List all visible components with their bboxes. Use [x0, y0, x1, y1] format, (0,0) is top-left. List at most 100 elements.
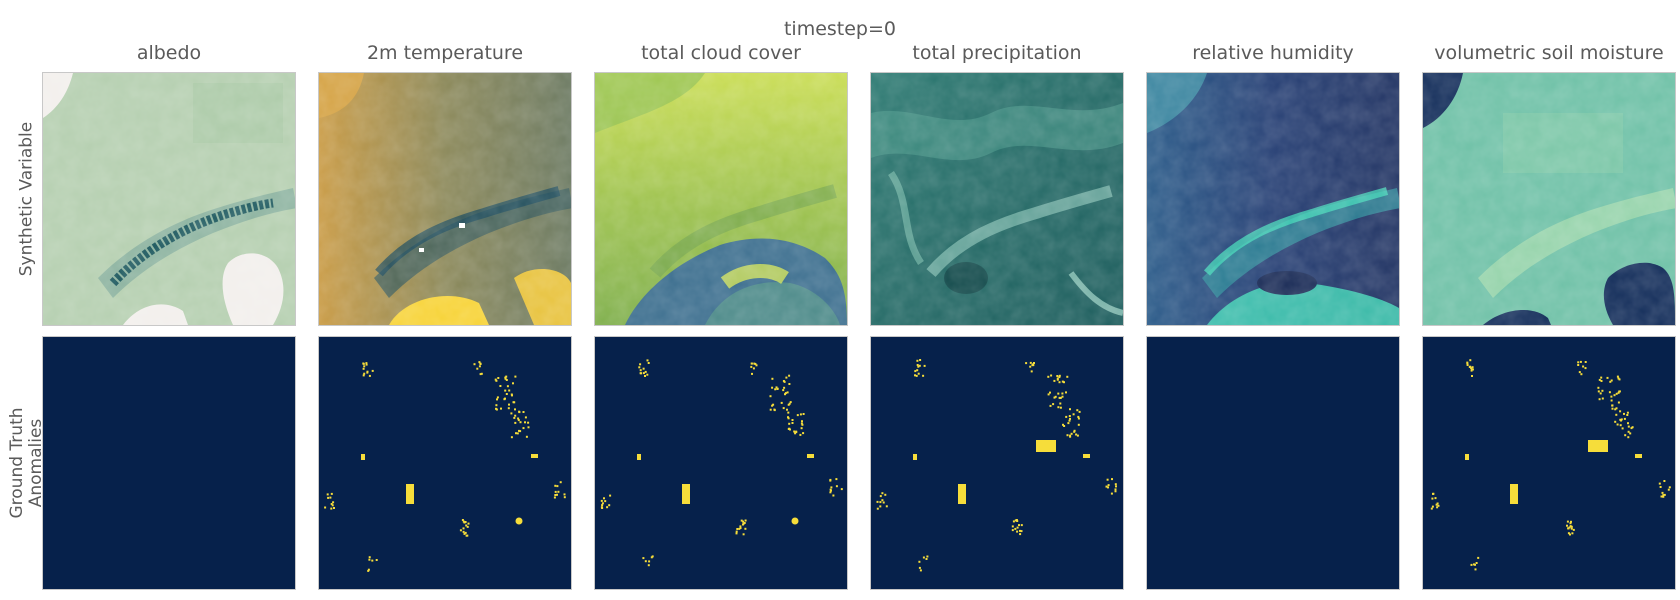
ground-truth-anomaly-mask: [1422, 336, 1676, 590]
anomaly-pixel: [881, 492, 884, 495]
anomaly-pixel: [799, 433, 802, 436]
anomaly-pixel: [1435, 503, 1438, 506]
anomaly-pixel: [1600, 376, 1603, 379]
anomaly-pixel: [1076, 434, 1079, 437]
anomaly-pixel: [788, 383, 791, 385]
heatmap-texture: [1147, 73, 1399, 325]
anomaly-pixel: [1474, 568, 1477, 571]
anomaly-pixel: [518, 429, 520, 432]
anomaly-pixel: [1570, 525, 1573, 528]
anomaly-pixel: [919, 359, 922, 361]
anomaly-pixel: [646, 373, 649, 376]
anomaly-pixel: [363, 365, 366, 368]
anomaly-pixel: [1466, 362, 1469, 365]
anomaly-pixel: [1569, 522, 1572, 525]
anomaly-pixel: [1434, 497, 1437, 500]
anomaly-pixel: [772, 403, 775, 406]
anomaly-pixel: [1613, 394, 1616, 397]
anomaly-pixel: [329, 496, 332, 499]
anomaly-pixel: [1566, 520, 1569, 523]
anomaly-pixel: [1063, 381, 1065, 384]
anomaly-pixel: [754, 363, 757, 365]
anomaly-pixel: [787, 428, 790, 430]
anomaly-pixel: [769, 408, 772, 411]
anomaly-pixel: [462, 530, 465, 533]
anomaly-pixel: [1058, 374, 1061, 377]
anomaly-pixel: [559, 481, 562, 484]
anomaly-pixel: [914, 374, 916, 377]
anomaly-pixel: [1061, 392, 1064, 395]
anomaly-pixel: [1068, 415, 1071, 417]
mask-background: [871, 337, 1123, 589]
anomaly-pixel: [461, 519, 464, 521]
anomaly-pixel: [1047, 375, 1050, 378]
anomaly-pixel: [496, 398, 498, 401]
anomaly-dot: [791, 517, 799, 525]
anomaly-pixel: [922, 556, 925, 559]
anomaly-pixel: [835, 478, 838, 481]
anomaly-pixel: [1598, 378, 1601, 381]
anomaly-pixel: [1577, 361, 1580, 364]
anomaly-pixel: [787, 403, 790, 406]
anomaly-pixel: [647, 564, 650, 567]
anomaly-pixel: [463, 532, 466, 535]
anomaly-pixel: [740, 519, 743, 522]
anomaly-pixel: [1619, 418, 1622, 421]
anomaly-pixel: [782, 389, 785, 392]
anomaly-pixel: [1617, 377, 1620, 380]
anomaly-pixel: [1626, 411, 1629, 414]
anomaly-pixel: [494, 378, 497, 381]
mask-background: [1147, 337, 1399, 589]
synthetic-variable-heatmap: [318, 72, 572, 326]
anomaly-pixel: [1114, 490, 1117, 493]
anomaly-pixel: [840, 488, 843, 491]
anomaly-pixel: [776, 387, 779, 390]
anomaly-pixel: [1049, 391, 1051, 394]
anomaly-pixel: [514, 408, 516, 411]
anomaly-pixel: [1436, 502, 1439, 505]
anomaly-pixel: [330, 503, 333, 505]
anomaly-pixel: [800, 427, 803, 430]
anomaly-pixel: [916, 364, 919, 366]
anomaly-pixel: [464, 531, 467, 534]
anomaly-pixel: [916, 359, 919, 362]
anomaly-pixel: [1469, 359, 1472, 362]
anomaly-pixel: [362, 362, 365, 365]
anomaly-pixel: [1611, 404, 1614, 407]
anomaly-pixel: [504, 397, 506, 400]
anomaly-pixel: [1600, 380, 1603, 382]
anomaly-rect: [1510, 484, 1518, 504]
anomaly-pixel: [1078, 410, 1081, 413]
anomaly-pixel: [1610, 379, 1613, 382]
anomaly-rect: [913, 454, 917, 460]
anomaly-pixel: [1580, 373, 1583, 376]
anomaly-pixel: [919, 569, 922, 572]
anomaly-pixel: [639, 363, 642, 366]
anomaly-pixel: [563, 496, 566, 499]
anomaly-pixel: [1619, 424, 1622, 427]
anomaly-pixel: [879, 495, 882, 498]
anomaly-pixel: [1617, 391, 1620, 394]
anomaly-pixel: [1430, 507, 1433, 510]
anomaly-pixel: [1059, 406, 1062, 409]
anomaly-pixel: [478, 365, 481, 368]
anomaly-pixel: [1584, 367, 1587, 370]
anomaly-pixel: [1609, 380, 1612, 383]
anomaly-pixel: [1668, 486, 1671, 489]
ground-truth-anomaly-mask: [594, 336, 848, 590]
anomaly-pixel: [914, 370, 917, 373]
anomaly-pixel: [522, 411, 525, 413]
anomaly-pixel: [1073, 430, 1076, 433]
anomaly-pixel: [788, 422, 791, 425]
anomaly-pixel: [881, 499, 884, 502]
anomaly-pixel: [1608, 391, 1611, 394]
anomaly-pixel: [788, 374, 791, 377]
anomaly-pixel: [1660, 495, 1663, 498]
anomaly-pixel: [1056, 378, 1059, 381]
anomaly-pixel: [800, 422, 803, 425]
figure-title: timestep=0: [783, 18, 897, 40]
anomaly-pixel: [519, 430, 522, 433]
synthetic-variable-heatmap: [1146, 72, 1400, 326]
anomaly-pixel: [742, 523, 744, 526]
anomaly-pixel: [735, 530, 738, 533]
